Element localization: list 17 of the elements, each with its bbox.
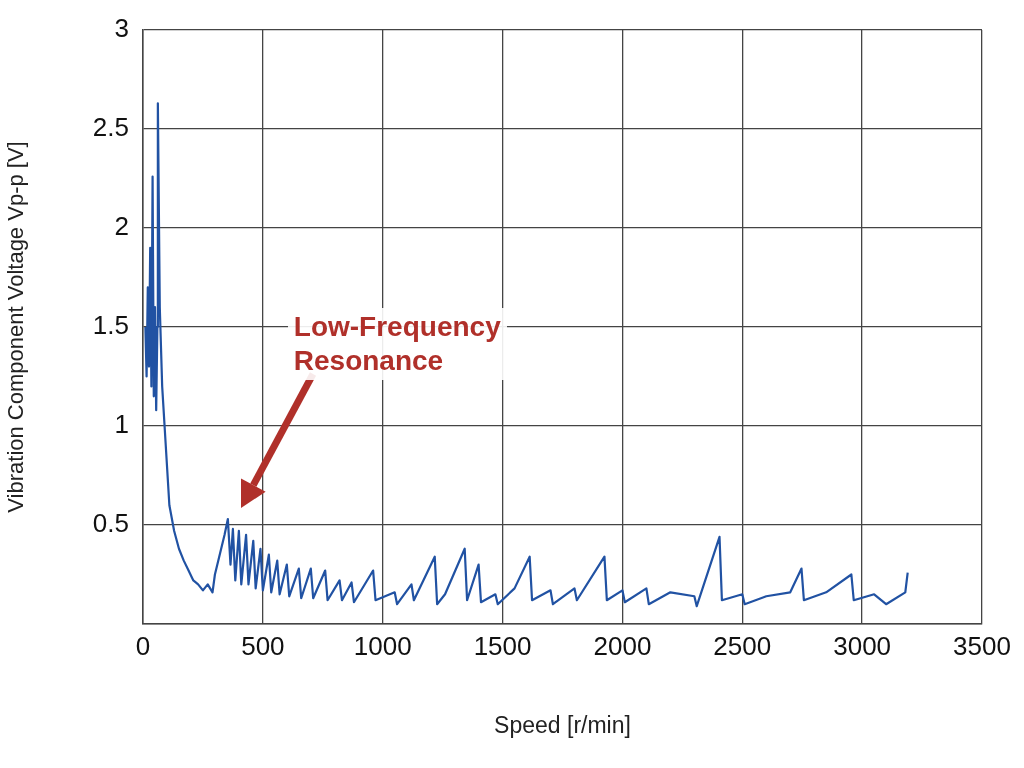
annotation: Low-Frequency Resonance [287,308,507,381]
y-tick-label: 1 [114,409,129,440]
x-tick-label: 2500 [713,630,772,661]
x-tick-label: 3000 [833,630,892,661]
y-tick-label: 1.5 [92,310,129,341]
x-tick-label: 500 [241,630,285,661]
y-tick-label: 0.5 [92,508,129,539]
y-tick-label: 2.5 [92,112,129,143]
y-axis-title: Vibration Component Voltage Vp-p [V] [3,141,29,513]
x-tick-label: 2000 [593,630,652,661]
x-tick-label: 3500 [953,630,1011,661]
x-axis-title: Speed [r/min] [494,711,631,738]
x-tick-label: 1500 [473,630,532,661]
x-tick-label: 0 [135,630,151,661]
y-tick-label: 2 [114,211,129,242]
x-tick-label: 1000 [353,630,412,661]
y-tick-label: 3 [114,13,129,44]
